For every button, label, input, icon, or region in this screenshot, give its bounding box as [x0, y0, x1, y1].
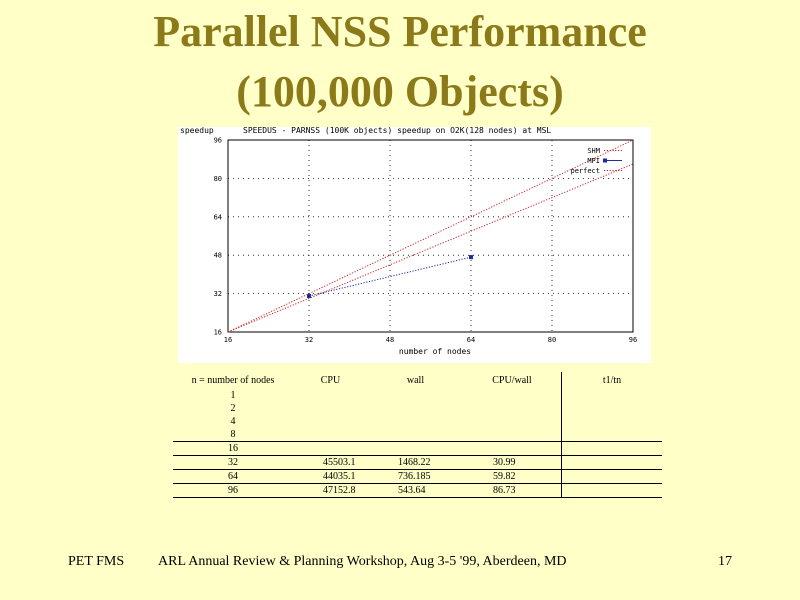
- table-header-row: n = number of nodes CPU wall CPU/wall t1…: [173, 372, 662, 389]
- page-number: 17: [718, 554, 732, 569]
- series-line-shm: [227, 163, 634, 333]
- cell-cpu: [293, 428, 368, 442]
- cell-t1-tn: [561, 469, 662, 484]
- x-tick-label: 64: [467, 336, 475, 344]
- y-tick-label: 64: [214, 213, 222, 221]
- cell-cpu-wall: [463, 402, 562, 415]
- data-point-mpi: [307, 294, 311, 299]
- y-axis-label: speedup: [180, 127, 214, 135]
- cell-wall: [368, 402, 463, 415]
- cell-nodes: 8: [230, 429, 236, 440]
- header-t1-tn: t1/tn: [561, 372, 662, 389]
- table-row: 64 44035.1 736.185 59.82: [173, 469, 662, 484]
- cell-cpu: 45503.1: [293, 455, 368, 470]
- cell-cpu-wall: 86.73: [463, 483, 562, 498]
- performance-table: n = number of nodes CPU wall CPU/wall t1…: [173, 372, 662, 498]
- y-tick-label: 96: [214, 137, 222, 145]
- cell-wall: [368, 441, 463, 456]
- cell-cpu: [293, 402, 368, 415]
- cell-cpu-wall: [463, 428, 562, 442]
- speedup-chart: speedup SPEEDUS - PARNSS (100K objects) …: [178, 127, 651, 363]
- cell-t1-tn: [561, 428, 662, 442]
- cell-wall: 736.185: [368, 469, 463, 484]
- legend-label-mpi: MPI: [587, 157, 600, 165]
- cell-t1-tn: [561, 402, 662, 415]
- cell-cpu: [293, 441, 368, 456]
- x-tick-label: 48: [386, 336, 394, 344]
- plot-frame: [227, 139, 634, 333]
- cell-nodes: 4: [230, 416, 236, 427]
- header-wall: wall: [406, 375, 425, 386]
- cell-cpu-wall: 59.82: [463, 469, 562, 484]
- y-tick-label: 48: [214, 252, 222, 260]
- cell-nodes: 1: [230, 390, 236, 401]
- legend-label-shm: SHM: [587, 147, 600, 155]
- table-row: 1: [173, 389, 662, 402]
- x-tick-label: 96: [629, 336, 637, 344]
- cell-t1-tn: [561, 389, 662, 402]
- table-row: 8: [173, 428, 662, 442]
- cell-cpu: [293, 389, 368, 402]
- cell-nodes: 64: [173, 469, 293, 484]
- speedup-chart-svg: speedup SPEEDUS - PARNSS (100K objects) …: [180, 127, 637, 356]
- x-tick-label: 32: [305, 336, 313, 344]
- header-nodes: n = number of nodes: [191, 375, 275, 386]
- header-cpu: CPU: [320, 375, 341, 386]
- cell-cpu-wall: 30.99: [463, 455, 562, 470]
- cell-cpu-wall: [463, 389, 562, 402]
- y-tick-label: 16: [214, 329, 222, 337]
- slide-title-line1: Parallel NSS Performance: [153, 7, 647, 56]
- cell-t1-tn: [561, 455, 662, 470]
- legend-label-perfect: perfect: [570, 167, 600, 175]
- footer-center: ARL Annual Review & Planning Workshop, A…: [158, 554, 567, 569]
- cell-wall: [368, 428, 463, 442]
- cell-wall: 543.64: [368, 483, 463, 498]
- y-tick-label: 80: [214, 175, 222, 183]
- cell-cpu: [293, 415, 368, 428]
- series-line-perfect: [227, 139, 634, 333]
- cell-cpu-wall: [463, 415, 562, 428]
- cell-nodes: 96: [173, 483, 293, 498]
- cell-cpu-wall: [463, 441, 562, 456]
- table-row: 16: [173, 441, 662, 456]
- cell-wall: 1468.22: [368, 455, 463, 470]
- x-axis-label: number of nodes: [399, 347, 471, 356]
- cell-t1-tn: [561, 415, 662, 428]
- chart-title: SPEEDUS - PARNSS (100K objects) speedup …: [243, 127, 551, 135]
- cell-cpu: 44035.1: [293, 469, 368, 484]
- cell-cpu: 47152.8: [293, 483, 368, 498]
- x-tick-label: 80: [548, 336, 556, 344]
- cell-nodes: 2: [230, 403, 236, 414]
- footer-left: PET FMS: [68, 554, 125, 569]
- data-point-mpi: [469, 255, 473, 260]
- slide-title-line2: (100,000 Objects): [236, 67, 564, 116]
- header-cpu-wall: CPU/wall: [492, 375, 532, 386]
- table-row: 2: [173, 402, 662, 415]
- cell-t1-tn: [561, 483, 662, 498]
- table-row: 4: [173, 415, 662, 428]
- legend-marker-mpi: [603, 158, 607, 163]
- table-row: 32 45503.1 1468.22 30.99: [173, 455, 662, 470]
- cell-wall: [368, 415, 463, 428]
- cell-wall: [368, 389, 463, 402]
- cell-t1-tn: [561, 441, 662, 456]
- y-tick-label: 32: [214, 290, 222, 298]
- cell-nodes: 16: [173, 441, 293, 456]
- x-tick-label: 16: [224, 336, 232, 344]
- table-row: 96 47152.8 543.64 86.73: [173, 483, 662, 498]
- cell-nodes: 32: [173, 455, 293, 470]
